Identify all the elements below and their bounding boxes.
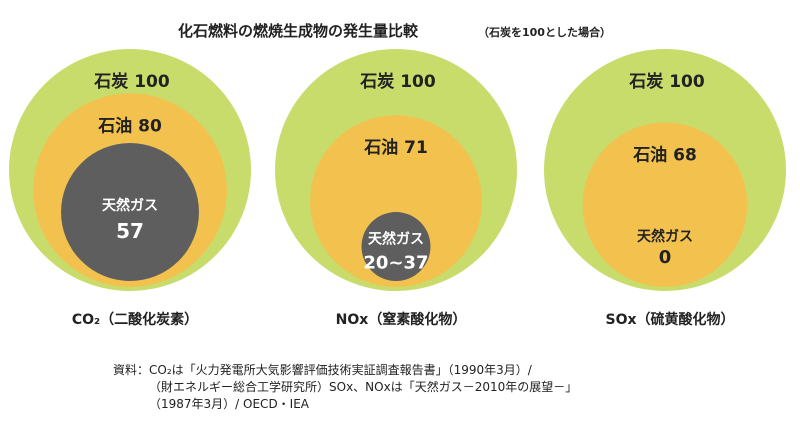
label-oil: 石油 71 [363,137,428,158]
source-line-1: 資料：CO₂は「火力発電所大気影響評価技術実証調査報告書」（1990年3月）/ [113,363,532,377]
circle-oil [310,115,482,287]
label-gas-name: 天然ガス [637,228,693,245]
circle-oil [582,122,748,287]
source-line-2: （財エネルギー総合工学研究所）SOx、NOxは「天然ガス－2010年の展望－」 [149,380,578,394]
group-caption: SOx（硫黄酸化物） [605,311,734,328]
circle-gas [361,212,431,281]
label-gas-name: 天然ガス [368,231,424,248]
label-coal: 石炭 100 [359,71,436,92]
label-coal: 石炭 100 [93,71,170,92]
label-oil: 石油 68 [632,144,697,165]
chart-title: 化石燃料の燃焼生成物の発生量比較 [178,22,419,40]
label-coal: 石炭 100 [628,71,705,92]
label-gas-value: 0 [659,247,672,268]
source-line-3: （1987年3月）/ OECD・IEA [149,397,310,411]
label-gas-value: 20~37 [363,253,428,274]
circle-group-3: 石炭 100 石油 68 天然ガス 0 SOx（硫黄酸化物） [544,49,786,328]
circle-groups: 石炭 100 石油 80 天然ガス 57 CO₂（二酸化炭素） 石炭 100 石油 71 天然… [9,49,786,328]
label-oil: 石油 80 [97,115,162,136]
circle-gas [61,143,199,281]
label-gas-name: 天然ガス [102,197,158,214]
label-gas-value: 57 [116,219,144,243]
circle-group-1: 石炭 100 石油 80 天然ガス 57 CO₂（二酸化炭素） [9,49,251,328]
circle-group-2: 石炭 100 石油 71 天然ガス 20~37 NOx（窒素酸化物） [275,49,517,328]
group-caption: NOx（窒素酸化物） [336,311,467,328]
group-caption: CO₂（二酸化炭素） [72,311,198,328]
source-note: 資料：CO₂は「火力発電所大気影響評価技術実証調査報告書」（1990年3月）/ … [113,362,577,413]
chart-title-note: （石炭を100とした場合） [478,25,611,39]
